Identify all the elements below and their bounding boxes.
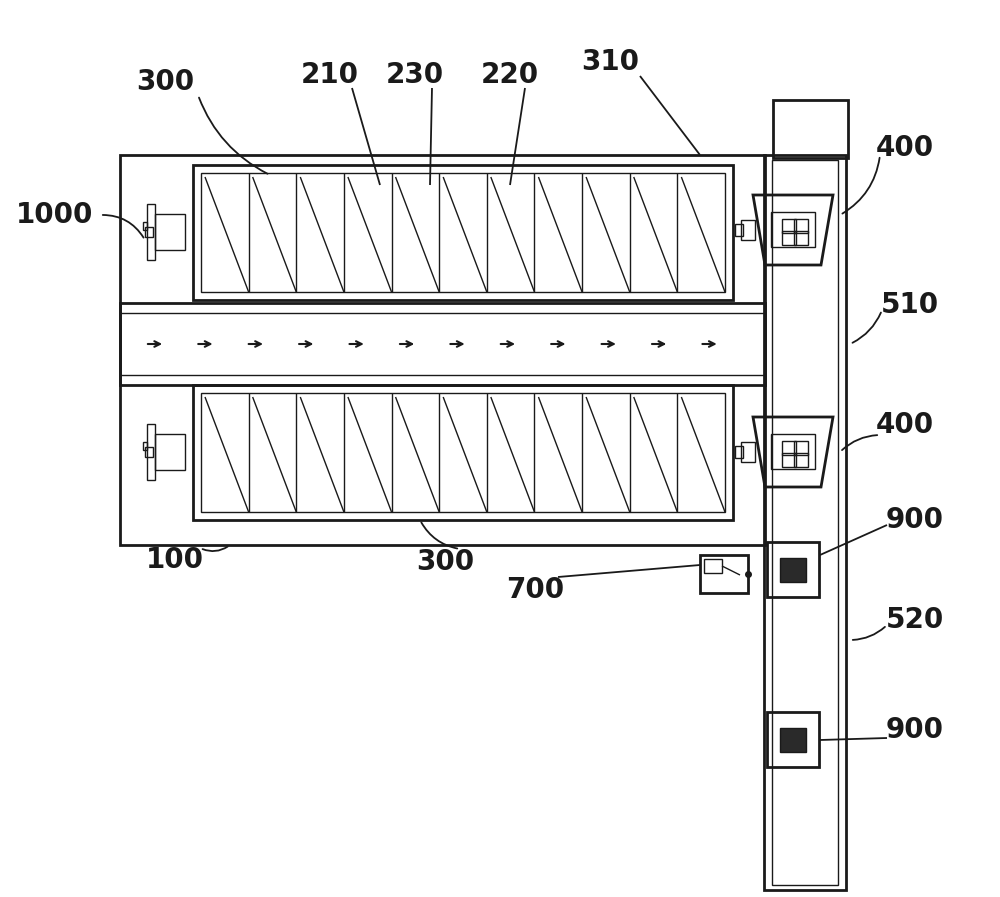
Text: 400: 400 (876, 411, 934, 439)
Bar (741, 442, 755, 462)
Bar (780, 727, 806, 753)
Bar (147, 204, 155, 260)
Text: 510: 510 (881, 291, 939, 319)
Bar (767, 543, 819, 597)
Text: 300: 300 (136, 68, 194, 96)
Text: 210: 210 (301, 61, 359, 89)
Bar (700, 555, 748, 593)
Text: 400: 400 (876, 134, 934, 162)
Bar (143, 442, 147, 450)
Bar (767, 712, 819, 768)
Bar (120, 303, 765, 385)
Bar (143, 222, 147, 230)
Bar (201, 173, 725, 292)
Bar (193, 385, 733, 520)
Text: 900: 900 (886, 716, 944, 744)
Text: 220: 220 (481, 61, 539, 89)
Text: 1000: 1000 (16, 201, 94, 229)
Bar (120, 155, 765, 545)
Bar (764, 155, 846, 890)
Bar (794, 453, 808, 467)
Bar (741, 220, 755, 240)
Bar (794, 231, 808, 246)
Bar (155, 214, 185, 250)
Bar (771, 434, 815, 469)
Bar (771, 213, 815, 248)
Bar (782, 453, 796, 467)
Bar (145, 227, 153, 237)
Text: 100: 100 (146, 546, 204, 574)
Bar (772, 160, 838, 885)
Bar (782, 219, 796, 233)
Bar (147, 424, 155, 480)
Bar (704, 559, 722, 573)
Bar (145, 447, 153, 457)
Bar (193, 165, 733, 300)
Bar (782, 440, 796, 455)
Bar (735, 224, 743, 236)
Text: 900: 900 (886, 506, 944, 534)
Bar (201, 393, 725, 512)
Text: 520: 520 (886, 606, 944, 634)
Bar (735, 446, 743, 458)
Text: 310: 310 (581, 48, 639, 76)
Text: 230: 230 (386, 61, 444, 89)
Bar (773, 100, 848, 158)
Bar (794, 440, 808, 455)
Bar (780, 558, 806, 582)
Bar (782, 231, 796, 246)
Text: 700: 700 (506, 576, 564, 604)
Text: 300: 300 (416, 548, 474, 576)
Bar (155, 434, 185, 470)
Bar (794, 219, 808, 233)
